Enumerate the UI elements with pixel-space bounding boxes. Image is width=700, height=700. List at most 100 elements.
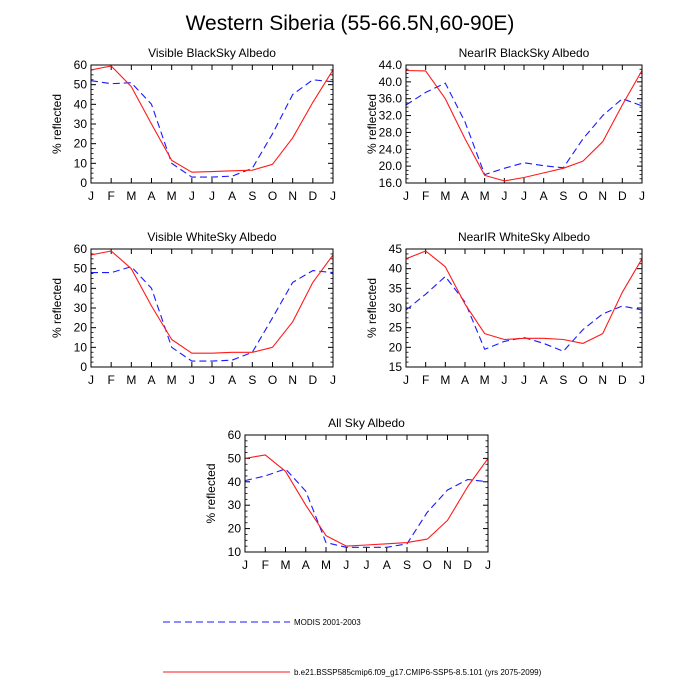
y-tick-label: 30 bbox=[74, 117, 88, 131]
x-tick-label: A bbox=[147, 189, 155, 203]
y-tick-label: 44.0 bbox=[379, 58, 403, 72]
y-tick-label: 40 bbox=[74, 97, 88, 111]
x-tick-label: J bbox=[501, 189, 507, 203]
x-tick-label: A bbox=[302, 558, 310, 572]
plot-frame bbox=[90, 64, 334, 184]
x-tick-label: O bbox=[578, 373, 587, 387]
x-tick-label: J bbox=[209, 373, 215, 387]
y-tick-label: 40.0 bbox=[379, 75, 403, 89]
x-tick-label: O bbox=[268, 373, 277, 387]
x-tick-label: S bbox=[248, 373, 256, 387]
y-tick-label: 40 bbox=[228, 475, 242, 489]
y-tick-label: 15 bbox=[389, 360, 403, 374]
x-tick-label: A bbox=[540, 373, 548, 387]
y-tick-label: 20 bbox=[228, 522, 242, 536]
x-tick-label: A bbox=[147, 373, 155, 387]
series-line-modis bbox=[244, 468, 489, 548]
plot-frame bbox=[90, 248, 334, 368]
x-tick-label: D bbox=[308, 373, 317, 387]
y-tick-label: 40 bbox=[74, 281, 88, 295]
y-tick-label: 24.0 bbox=[379, 142, 403, 156]
x-tick-label: J bbox=[343, 558, 349, 572]
x-tick-label: J bbox=[403, 189, 409, 203]
y-tick-label: 10 bbox=[228, 545, 242, 559]
y-tick-label: 30 bbox=[389, 301, 403, 315]
y-tick-label: 50 bbox=[74, 262, 88, 276]
x-tick-label: J bbox=[209, 189, 215, 203]
y-tick-label: 0 bbox=[80, 360, 87, 374]
x-tick-label: F bbox=[422, 189, 429, 203]
y-tick-label: 20 bbox=[74, 321, 88, 335]
x-tick-label: F bbox=[107, 189, 114, 203]
panel-title: NearIR BlackSky Albedo bbox=[459, 46, 590, 60]
y-axis-label: % reflected bbox=[365, 278, 379, 338]
legend-label: b.e21.BSSP585cmip6.f09_g17.CMIP6-SSP5-8.… bbox=[294, 668, 542, 677]
x-tick-label: O bbox=[423, 558, 432, 572]
x-tick-label: J bbox=[485, 558, 491, 572]
x-tick-label: M bbox=[126, 373, 136, 387]
x-tick-label: J bbox=[330, 373, 336, 387]
y-axis-label: % reflected bbox=[365, 94, 379, 154]
x-tick-label: M bbox=[167, 373, 177, 387]
y-tick-label: 45 bbox=[389, 242, 403, 256]
y-tick-label: 20 bbox=[389, 340, 403, 354]
x-tick-label: N bbox=[443, 558, 452, 572]
y-tick-label: 50 bbox=[74, 78, 88, 92]
x-tick-label: N bbox=[288, 189, 297, 203]
y-tick-label: 10 bbox=[74, 156, 88, 170]
x-tick-label: A bbox=[461, 373, 469, 387]
x-tick-label: F bbox=[422, 373, 429, 387]
x-tick-label: M bbox=[480, 189, 490, 203]
x-tick-label: N bbox=[598, 373, 607, 387]
x-tick-label: S bbox=[248, 189, 256, 203]
y-tick-label: 0 bbox=[80, 176, 87, 190]
x-tick-label: M bbox=[440, 373, 450, 387]
y-tick-label: 35 bbox=[389, 281, 403, 295]
y-tick-label: 40 bbox=[389, 262, 403, 276]
series-line-modis bbox=[405, 82, 643, 176]
x-tick-label: N bbox=[598, 189, 607, 203]
panel-title: All Sky Albedo bbox=[328, 416, 405, 430]
x-tick-label: A bbox=[540, 189, 548, 203]
y-tick-label: 50 bbox=[228, 451, 242, 465]
series-line-modis bbox=[91, 266, 334, 362]
series-line-model bbox=[405, 250, 643, 344]
plot-frame bbox=[405, 248, 643, 368]
plot-frame bbox=[405, 64, 643, 184]
panel-title: NearIR WhiteSky Albedo bbox=[458, 230, 590, 244]
y-axis-label: % reflected bbox=[50, 94, 64, 154]
x-tick-label: N bbox=[288, 373, 297, 387]
x-tick-label: O bbox=[268, 189, 277, 203]
page-title: Western Siberia (55-66.5N,60-90E) bbox=[185, 12, 515, 35]
series-line-model bbox=[244, 454, 489, 547]
series-line-model bbox=[405, 69, 643, 182]
x-tick-label: M bbox=[281, 558, 291, 572]
x-tick-label: J bbox=[403, 373, 409, 387]
x-tick-label: D bbox=[618, 189, 627, 203]
x-tick-label: M bbox=[480, 373, 490, 387]
y-tick-label: 36.0 bbox=[379, 92, 403, 106]
x-tick-label: J bbox=[639, 189, 645, 203]
y-tick-label: 20.0 bbox=[379, 159, 403, 173]
x-tick-label: S bbox=[559, 189, 567, 203]
x-tick-label: J bbox=[88, 373, 94, 387]
y-axis-label: % reflected bbox=[50, 278, 64, 338]
x-tick-label: J bbox=[639, 373, 645, 387]
y-tick-label: 60 bbox=[74, 242, 88, 256]
series-line-modis bbox=[90, 79, 334, 178]
x-tick-label: F bbox=[262, 558, 269, 572]
y-tick-label: 60 bbox=[228, 428, 242, 442]
x-tick-label: J bbox=[88, 189, 94, 203]
y-tick-label: 30 bbox=[74, 301, 88, 315]
x-tick-label: J bbox=[521, 373, 527, 387]
x-tick-label: M bbox=[167, 189, 177, 203]
x-tick-label: J bbox=[242, 558, 248, 572]
y-tick-label: 30 bbox=[228, 498, 242, 512]
x-tick-label: F bbox=[107, 373, 114, 387]
y-axis-label: % reflected bbox=[204, 463, 218, 523]
plot-frame bbox=[244, 434, 489, 553]
x-tick-label: D bbox=[308, 189, 317, 203]
